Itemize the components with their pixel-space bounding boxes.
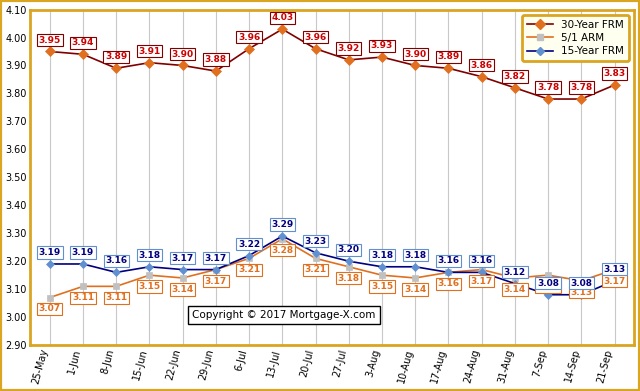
Text: 3.13: 3.13 [604, 265, 625, 274]
Text: 3.17: 3.17 [205, 254, 227, 263]
Text: 3.17: 3.17 [205, 276, 227, 285]
Text: 3.94: 3.94 [72, 38, 94, 47]
Text: 3.89: 3.89 [437, 52, 460, 61]
Text: 3.91: 3.91 [138, 47, 161, 56]
Text: 3.96: 3.96 [238, 33, 260, 42]
Text: 3.23: 3.23 [305, 237, 326, 246]
Text: 3.08: 3.08 [570, 279, 592, 288]
Text: 3.14: 3.14 [172, 285, 194, 294]
Text: 3.16: 3.16 [437, 279, 460, 288]
Text: Copyright © 2017 Mortgage-X.com: Copyright © 2017 Mortgage-X.com [192, 310, 376, 320]
Text: 3.14: 3.14 [404, 285, 426, 294]
Text: 3.19: 3.19 [72, 248, 94, 257]
Text: 3.78: 3.78 [570, 83, 593, 92]
Text: 3.16: 3.16 [105, 256, 127, 265]
Text: 3.90: 3.90 [404, 50, 426, 59]
Text: 3.21: 3.21 [238, 265, 260, 274]
Legend: 30-Year FRM, 5/1 ARM, 15-Year FRM: 30-Year FRM, 5/1 ARM, 15-Year FRM [522, 15, 629, 61]
Text: 3.93: 3.93 [371, 41, 393, 50]
Text: 3.17: 3.17 [604, 276, 626, 285]
Text: 3.90: 3.90 [172, 50, 194, 59]
Text: 3.19: 3.19 [38, 248, 61, 257]
Text: 3.18: 3.18 [371, 251, 393, 260]
Text: 3.16: 3.16 [437, 256, 460, 265]
Text: 3.18: 3.18 [338, 274, 360, 283]
Text: 3.89: 3.89 [105, 52, 127, 61]
Text: 3.16: 3.16 [470, 256, 493, 265]
Text: 3.78: 3.78 [537, 83, 559, 92]
Text: 3.15: 3.15 [371, 282, 393, 291]
Text: 3.13: 3.13 [570, 288, 593, 297]
Text: 3.11: 3.11 [105, 293, 127, 302]
Text: 3.11: 3.11 [72, 293, 94, 302]
Text: 3.15: 3.15 [138, 282, 161, 291]
Text: 3.20: 3.20 [338, 245, 360, 254]
Text: 3.92: 3.92 [338, 44, 360, 53]
Text: 3.17: 3.17 [172, 254, 194, 263]
Text: 3.18: 3.18 [138, 251, 161, 260]
Text: 3.07: 3.07 [38, 305, 61, 314]
Text: 3.95: 3.95 [38, 36, 61, 45]
Text: 3.21: 3.21 [305, 265, 326, 274]
Text: 3.96: 3.96 [305, 33, 326, 42]
Text: 3.82: 3.82 [504, 72, 526, 81]
Text: 3.29: 3.29 [271, 220, 293, 229]
Text: 3.88: 3.88 [205, 55, 227, 64]
Text: 3.14: 3.14 [504, 285, 526, 294]
Text: 3.86: 3.86 [470, 61, 493, 70]
Text: 3.17: 3.17 [470, 276, 493, 285]
Text: 3.22: 3.22 [238, 240, 260, 249]
Text: 4.03: 4.03 [271, 13, 293, 22]
Text: 3.15: 3.15 [537, 282, 559, 291]
Text: 3.83: 3.83 [604, 69, 625, 78]
Text: 3.28: 3.28 [271, 246, 293, 255]
Text: 3.18: 3.18 [404, 251, 426, 260]
Text: 3.12: 3.12 [504, 267, 526, 276]
Text: 3.08: 3.08 [537, 279, 559, 288]
